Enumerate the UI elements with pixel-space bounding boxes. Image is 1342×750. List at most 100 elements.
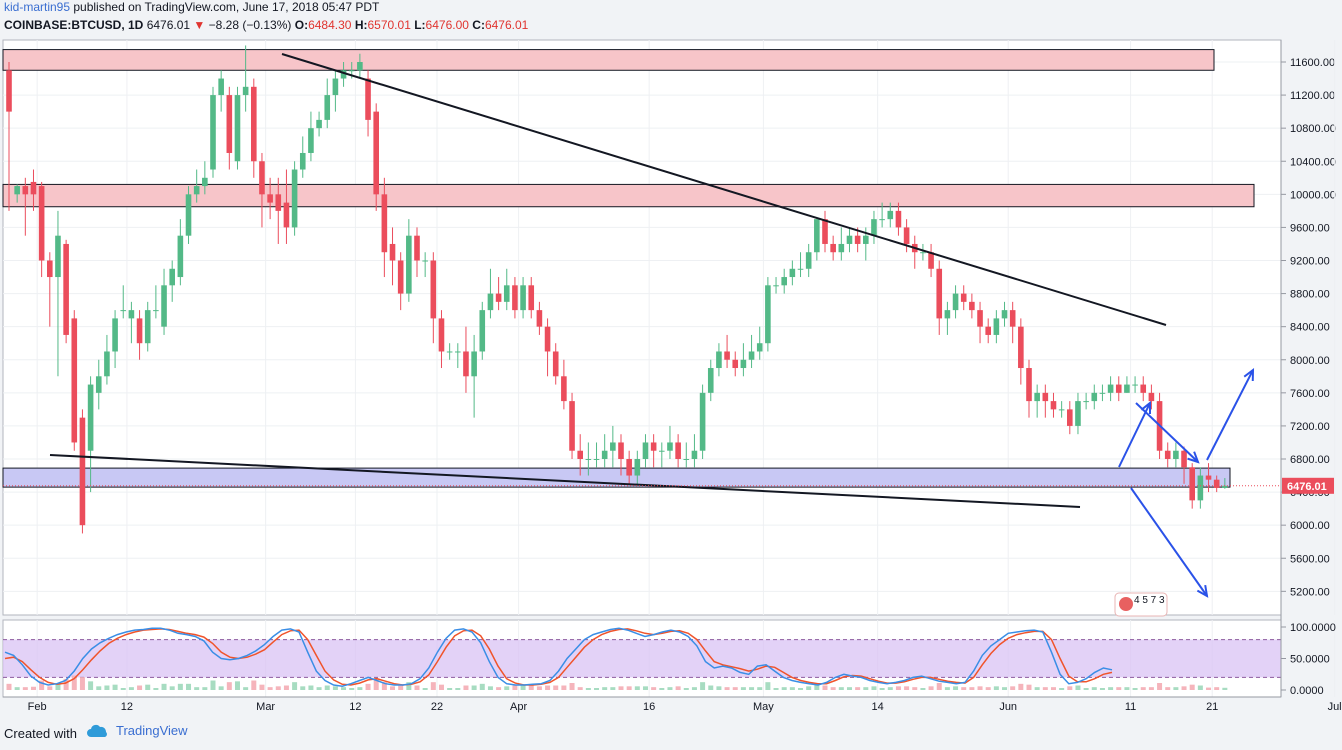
symbol-label[interactable]: COINBASE:BTCUSD, 1D (4, 18, 144, 32)
candle-body-up[interactable] (340, 70, 347, 79)
candle-body-down[interactable] (30, 181, 37, 195)
candle-body-up[interactable] (406, 235, 412, 294)
candle-body-down[interactable] (1140, 384, 1147, 393)
candle-body-up[interactable] (1091, 392, 1098, 402)
stoch-k-line[interactable] (4, 627, 1113, 687)
candle-body-up[interactable] (520, 285, 526, 311)
candle-body-up[interactable] (202, 177, 208, 187)
resistance-zone[interactable] (2, 49, 1215, 71)
candle-body-up[interactable] (1075, 401, 1081, 426)
candle-body-up[interactable] (185, 194, 192, 236)
candle-body-up[interactable] (610, 442, 616, 451)
candle-body-up[interactable] (756, 343, 763, 352)
candle-body-up[interactable] (1173, 450, 1179, 459)
candle-body-down[interactable] (854, 235, 861, 244)
candle-body-down[interactable] (724, 351, 730, 360)
candle-body-up[interactable] (120, 310, 127, 312)
candle-body-up[interactable] (634, 459, 641, 476)
candle-body-down[interactable] (251, 86, 257, 162)
candle-body-up[interactable] (952, 293, 959, 311)
candle-body-up[interactable] (112, 318, 118, 352)
candle-body-up[interactable] (55, 235, 61, 278)
candle-body-down[interactable] (6, 70, 12, 112)
candle-body-up[interactable] (14, 186, 20, 195)
candle-body-down[interactable] (936, 268, 943, 319)
candle-body-up[interactable] (104, 351, 110, 377)
candle-body-down[interactable] (397, 260, 404, 294)
candle-body-down[interactable] (438, 318, 445, 352)
candle-body-down[interactable] (275, 194, 282, 211)
candle-body-up[interactable] (299, 152, 306, 170)
candle-body-up[interactable] (716, 351, 722, 369)
candle-body-down[interactable] (903, 227, 910, 244)
candle-body-up[interactable] (667, 442, 673, 451)
chart-canvas[interactable]: 11600.00 11200.00 10800.00 10400.00 10000.00… (0, 38, 1342, 722)
candle-body-up[interactable] (838, 243, 845, 253)
candle-body-up[interactable] (193, 186, 200, 195)
candle-body-down[interactable] (1205, 475, 1212, 480)
candle-body-up[interactable] (1222, 485, 1228, 488)
candle-body-up[interactable] (1107, 384, 1114, 393)
candle-body-up[interactable] (601, 450, 608, 459)
candle-body-up[interactable] (161, 285, 167, 327)
candle-body-down[interactable] (895, 210, 902, 228)
candle-body-down[interactable] (47, 260, 53, 278)
candle-body-up[interactable] (748, 351, 755, 360)
candle-body-up[interactable] (797, 268, 804, 270)
candle-body-up[interactable] (153, 310, 159, 312)
descending-trendline[interactable] (281, 53, 1167, 326)
candle-body-up[interactable] (683, 459, 690, 460)
candle-body-up[interactable] (471, 351, 477, 377)
candle-body-down[interactable] (552, 351, 559, 377)
candle-body-down[interactable] (1009, 310, 1016, 327)
price-panel[interactable] (2, 39, 1282, 616)
candle-body-down[interactable] (544, 326, 551, 352)
candle-body-up[interactable] (128, 310, 135, 319)
candle-body-down[interactable] (1115, 384, 1122, 393)
candle-body-up[interactable] (1058, 409, 1065, 411)
candle-body-down[interactable] (259, 161, 265, 195)
candle-body-down[interactable] (1067, 409, 1073, 426)
resistance-zone[interactable] (2, 183, 1255, 208)
candle-body-up[interactable] (169, 268, 175, 286)
candle-body-down[interactable] (960, 293, 967, 302)
candle-body-down[interactable] (226, 95, 233, 153)
candle-body-up[interactable] (479, 310, 486, 352)
candle-body-down[interactable] (985, 326, 991, 335)
candle-body-up[interactable] (291, 169, 298, 228)
candle-body-up[interactable] (593, 459, 600, 460)
projection-arrow-pullback[interactable] (1135, 402, 1199, 463)
projection-arrow-up[interactable] (1118, 402, 1151, 468)
candle-body-up[interactable] (1034, 392, 1040, 402)
candle-body-up[interactable] (446, 351, 453, 353)
candle-body-down[interactable] (463, 351, 469, 377)
candle-body-up[interactable] (781, 277, 787, 286)
candle-body-up[interactable] (503, 285, 510, 302)
candle-body-up[interactable] (357, 62, 363, 71)
candle-body-down[interactable] (732, 359, 739, 369)
candle-body-up[interactable] (87, 384, 94, 451)
candle-body-up[interactable] (871, 219, 877, 236)
candle-body-up[interactable] (879, 219, 885, 221)
candle-body-up[interactable] (242, 86, 249, 96)
candle-body-down[interactable] (1164, 450, 1171, 459)
candle-body-up[interactable] (920, 252, 926, 254)
candle-body-up[interactable] (846, 235, 853, 244)
candle-body-up[interactable] (773, 285, 779, 287)
candle-body-up[interactable] (1001, 310, 1008, 319)
candle-body-down[interactable] (969, 301, 975, 311)
candle-body-up[interactable] (765, 285, 771, 344)
candle-body-up[interactable] (789, 268, 796, 278)
candle-body-down[interactable] (283, 202, 290, 228)
candle-body-up[interactable] (422, 260, 428, 262)
candle-body-down[interactable] (561, 376, 567, 402)
candle-body-up[interactable] (1197, 475, 1204, 501)
support-zone[interactable] (2, 467, 1231, 488)
candle-body-up[interactable] (707, 368, 714, 393)
candle-body-down[interactable] (822, 219, 828, 244)
candle-body-down[interactable] (79, 417, 86, 526)
candle-body-down[interactable] (389, 243, 396, 261)
candle-body-down[interactable] (1018, 326, 1024, 369)
candle-body-down[interactable] (430, 260, 437, 319)
candle-body-down[interactable] (495, 293, 502, 302)
